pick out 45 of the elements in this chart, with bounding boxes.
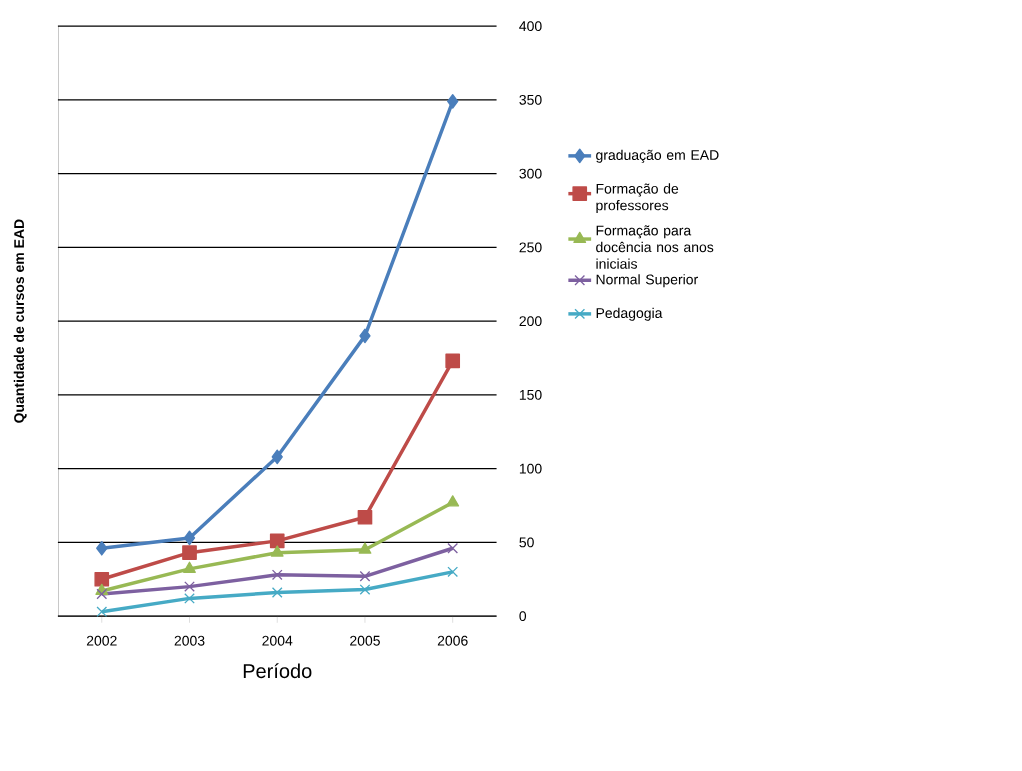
- point: [447, 542, 459, 554]
- point: [271, 449, 283, 465]
- y-tick-label: 400: [519, 21, 542, 32]
- point: [447, 566, 459, 578]
- y-tick-label: 300: [519, 168, 542, 179]
- point: [269, 533, 285, 549]
- y-tick-label: 0: [519, 611, 527, 622]
- point: [447, 94, 459, 109]
- point: [445, 353, 461, 369]
- y-tick-label: 250: [519, 242, 542, 253]
- point: [182, 545, 197, 561]
- x-axis-title: Período: [243, 663, 312, 679]
- y-axis-title: Quantidade de cursos em EAD: [13, 219, 27, 423]
- x-tick-label: 2006: [437, 635, 468, 646]
- legend-label: Pedagogia: [596, 307, 663, 321]
- x-tick-label: 2002: [86, 635, 117, 646]
- y-tick-label: 50: [519, 537, 534, 548]
- point: [270, 545, 284, 557]
- point: [96, 588, 108, 600]
- x-tick-label: 2004: [262, 635, 293, 646]
- point: [359, 570, 371, 582]
- x-tick-label: 2003: [174, 635, 205, 646]
- point: [184, 581, 195, 592]
- point: [446, 495, 460, 507]
- y-tick-label: 200: [519, 316, 542, 327]
- legend-label: graduação em EAD: [596, 149, 719, 163]
- legend-label: Normal Superior: [596, 274, 698, 288]
- point: [359, 584, 371, 595]
- point: [183, 530, 196, 546]
- point: [271, 569, 283, 581]
- legend-label: Formação para docência nos anos iniciais: [596, 225, 714, 269]
- point: [96, 606, 108, 618]
- point: [184, 593, 195, 604]
- point: [94, 571, 110, 587]
- point: [96, 540, 108, 556]
- y-tick-label: 100: [519, 463, 542, 474]
- point: [271, 587, 283, 598]
- y-tick-label: 350: [519, 94, 542, 105]
- point: [357, 509, 373, 525]
- point: [358, 542, 372, 554]
- point: [359, 328, 371, 344]
- y-tick-label: 150: [519, 389, 542, 400]
- x-tick-label: 2005: [350, 635, 380, 646]
- legend-label: Formação de professores: [596, 183, 679, 214]
- point: [183, 561, 196, 573]
